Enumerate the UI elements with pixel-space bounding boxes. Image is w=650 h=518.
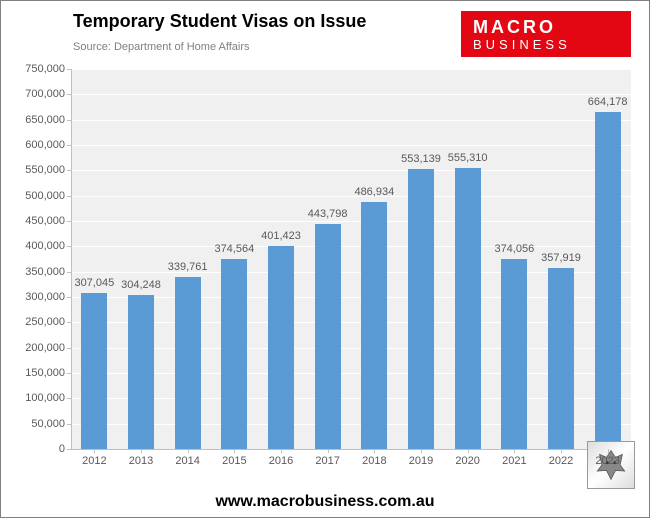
gridline <box>71 221 631 222</box>
bar <box>81 293 107 449</box>
brand-logo-line2: BUSINESS <box>473 38 631 51</box>
y-tick-label: 300,000 <box>9 291 65 303</box>
bar-value-label: 339,761 <box>168 261 208 273</box>
x-tick-mark <box>234 449 235 453</box>
y-tick-label: 50,000 <box>9 418 65 430</box>
x-tick-mark <box>281 449 282 453</box>
x-tick-label: 2012 <box>82 455 106 467</box>
bar <box>595 112 621 449</box>
bar-value-label: 374,056 <box>494 243 534 255</box>
brand-logo: MACRO BUSINESS <box>461 11 631 57</box>
x-tick-label: 2013 <box>129 455 153 467</box>
bar-value-label: 664,178 <box>588 96 628 108</box>
y-tick-mark <box>67 272 71 273</box>
x-tick-mark <box>94 449 95 453</box>
chart-title: Temporary Student Visas on Issue <box>73 11 366 32</box>
bar <box>175 277 201 449</box>
y-tick-mark <box>67 94 71 95</box>
x-tick-label: 2021 <box>502 455 526 467</box>
x-tick-label: 2016 <box>269 455 293 467</box>
gridline <box>71 120 631 121</box>
y-tick-mark <box>67 246 71 247</box>
gridline <box>71 246 631 247</box>
y-tick-label: 350,000 <box>9 266 65 278</box>
bar-value-label: 401,423 <box>261 230 301 242</box>
x-tick-mark <box>374 449 375 453</box>
x-tick-label: 2019 <box>409 455 433 467</box>
gridline <box>71 196 631 197</box>
bar <box>361 202 387 449</box>
x-tick-mark <box>188 449 189 453</box>
y-tick-mark <box>67 348 71 349</box>
bar-value-label: 357,919 <box>541 252 581 264</box>
bar-value-label: 555,310 <box>448 152 488 164</box>
x-tick-label: 2023 <box>595 455 619 467</box>
y-tick-label: 0 <box>9 443 65 455</box>
gridline <box>71 94 631 95</box>
x-tick-mark <box>608 449 609 453</box>
y-tick-mark <box>67 398 71 399</box>
x-tick-mark <box>141 449 142 453</box>
y-tick-label: 200,000 <box>9 342 65 354</box>
bar <box>455 168 481 449</box>
y-tick-label: 750,000 <box>9 63 65 75</box>
bar <box>128 295 154 449</box>
bar <box>221 259 247 449</box>
bar <box>408 169 434 449</box>
x-tick-mark <box>514 449 515 453</box>
footer-url: www.macrobusiness.com.au <box>1 493 649 511</box>
bar-value-label: 374,564 <box>214 243 254 255</box>
y-tick-label: 100,000 <box>9 392 65 404</box>
bar <box>501 259 527 449</box>
y-tick-mark <box>67 221 71 222</box>
y-axis-line <box>71 69 72 449</box>
gridline <box>71 170 631 171</box>
y-tick-mark <box>67 373 71 374</box>
y-tick-label: 650,000 <box>9 114 65 126</box>
bar-value-label: 486,934 <box>354 186 394 198</box>
plot-area: 307,045 304,248 339,761 374,564 401,423 443,7… <box>71 69 631 449</box>
y-tick-label: 550,000 <box>9 164 65 176</box>
x-tick-label: 2020 <box>455 455 479 467</box>
y-tick-mark <box>67 69 71 70</box>
x-tick-label: 2015 <box>222 455 246 467</box>
x-tick-label: 2017 <box>315 455 339 467</box>
chart-container: Temporary Student Visas on Issue Source:… <box>0 0 650 518</box>
x-tick-mark <box>421 449 422 453</box>
bar <box>548 268 574 449</box>
plot-inner: 307,045 304,248 339,761 374,564 401,423 443,7… <box>71 69 631 449</box>
y-tick-mark <box>67 449 71 450</box>
y-tick-label: 700,000 <box>9 88 65 100</box>
y-tick-mark <box>67 424 71 425</box>
x-tick-label: 2018 <box>362 455 386 467</box>
y-tick-mark <box>67 170 71 171</box>
brand-logo-line1: MACRO <box>473 18 631 36</box>
y-tick-label: 400,000 <box>9 240 65 252</box>
y-tick-mark <box>67 196 71 197</box>
x-tick-label: 2014 <box>175 455 199 467</box>
x-axis-line <box>71 449 631 450</box>
gridline <box>71 145 631 146</box>
y-tick-label: 500,000 <box>9 190 65 202</box>
x-tick-label: 2022 <box>549 455 573 467</box>
y-tick-mark <box>67 297 71 298</box>
y-tick-mark <box>67 322 71 323</box>
x-tick-mark <box>561 449 562 453</box>
bar <box>268 246 294 449</box>
gridline <box>71 69 631 70</box>
bar <box>315 224 341 449</box>
y-tick-label: 250,000 <box>9 316 65 328</box>
bar-value-label: 553,139 <box>401 153 441 165</box>
y-tick-label: 600,000 <box>9 139 65 151</box>
x-tick-mark <box>328 449 329 453</box>
bar-value-label: 304,248 <box>121 279 161 291</box>
bar-value-label: 307,045 <box>74 277 114 289</box>
bar-value-label: 443,798 <box>308 208 348 220</box>
y-tick-mark <box>67 145 71 146</box>
chart-source: Source: Department of Home Affairs <box>73 41 250 53</box>
y-tick-mark <box>67 120 71 121</box>
y-tick-label: 150,000 <box>9 367 65 379</box>
x-tick-mark <box>468 449 469 453</box>
y-tick-label: 450,000 <box>9 215 65 227</box>
